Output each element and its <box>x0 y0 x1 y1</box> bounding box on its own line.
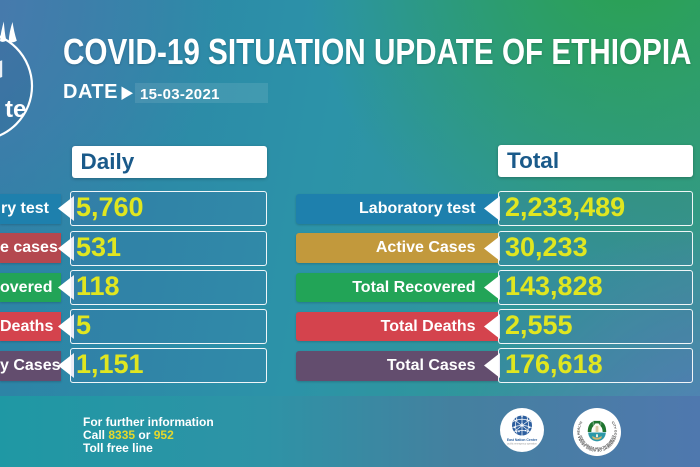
svg-text:public emergency operation: public emergency operation <box>507 443 537 446</box>
svg-text:te: te <box>5 96 26 123</box>
svg-text:East Nation Center: East Nation Center <box>507 438 538 442</box>
